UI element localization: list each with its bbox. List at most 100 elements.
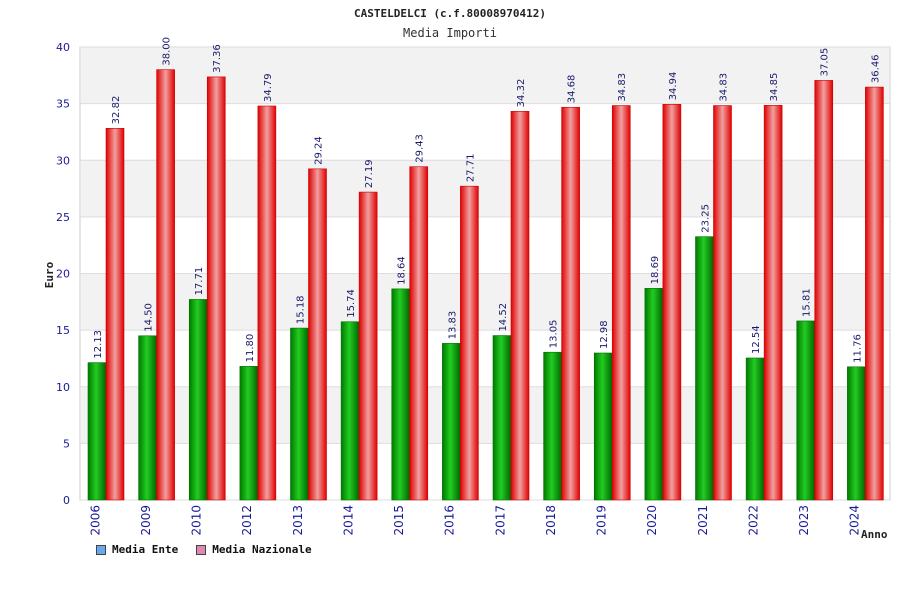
bar [409, 166, 429, 501]
data-label: 18.69 [650, 256, 661, 285]
bar [865, 86, 884, 501]
bar [257, 105, 277, 501]
bar [308, 168, 327, 501]
data-label: 34.32 [516, 79, 527, 108]
data-label: 11.76 [852, 334, 863, 363]
x-tick-label: 2006 [88, 505, 102, 536]
bar [156, 69, 175, 501]
bar [713, 105, 732, 501]
data-label: 11.80 [245, 334, 256, 363]
bar [561, 106, 580, 501]
legend-label-media-nazionale: Media Nazionale [212, 543, 312, 556]
x-tick-label: 2022 [746, 505, 760, 536]
legend-swatch-media-ente [96, 544, 106, 555]
data-label: 27.71 [465, 154, 476, 183]
y-tick-label: 10 [56, 381, 70, 394]
bar [442, 343, 461, 501]
x-tick-label: 2010 [190, 505, 204, 536]
bar [206, 76, 226, 501]
bar [847, 366, 866, 501]
data-label: 27.19 [364, 159, 375, 188]
data-label: 18.64 [397, 256, 408, 285]
x-tick-label: 2013 [291, 505, 305, 536]
y-tick-label: 35 [56, 98, 70, 111]
data-label: 29.43 [415, 134, 426, 163]
x-tick-label: 2021 [696, 505, 710, 536]
bar [492, 335, 512, 501]
x-tick-label: 2009 [139, 505, 153, 536]
legend-swatch-media-nazionale [196, 544, 207, 555]
x-tick-label: 2016 [443, 505, 457, 536]
bar [644, 288, 664, 501]
data-label: 13.05 [549, 320, 560, 349]
x-tick-label: 2020 [645, 505, 659, 536]
data-label: 23.25 [701, 204, 712, 233]
y-tick-label: 20 [56, 268, 70, 281]
data-label: 38.00 [162, 37, 173, 66]
y-axis-ticks: 0 5 10 15 20 25 30 35 40 [56, 41, 70, 507]
x-tick-label: 2023 [797, 505, 811, 536]
x-tick-label: 2014 [341, 505, 355, 536]
bar [796, 320, 816, 501]
y-axis-label: Euro [43, 261, 56, 288]
chart-title: CASTELDELCI (c.f.80008970412) [354, 7, 546, 20]
x-axis-label: Anno [861, 528, 888, 541]
data-label: 37.36 [212, 44, 223, 73]
bar [188, 299, 208, 501]
data-label: 34.94 [668, 72, 679, 101]
bar [814, 80, 834, 501]
y-tick-label: 30 [56, 154, 70, 167]
bar [340, 321, 360, 501]
bar [290, 327, 309, 501]
data-label: 12.13 [93, 330, 104, 359]
data-label: 13.83 [447, 311, 458, 340]
grid-band [81, 47, 889, 104]
data-label: 15.74 [346, 289, 357, 318]
bar [763, 105, 783, 501]
y-tick-label: 25 [56, 211, 70, 224]
y-tick-label: 15 [56, 324, 70, 337]
legend-item-media-ente: Media Ente [96, 543, 178, 556]
bar [510, 111, 530, 501]
legend-item-media-nazionale: Media Nazionale [196, 543, 312, 556]
data-label: 14.50 [144, 303, 155, 332]
y-tick-label: 0 [63, 494, 70, 507]
x-axis-ticks: 2006 2009 2010 2012 2013 2014 2015 2016 2017 2018… [88, 505, 861, 536]
bar [239, 366, 259, 501]
bar [460, 185, 479, 501]
data-label: 29.24 [314, 136, 325, 165]
chart-subtitle: Media Importi [403, 26, 497, 40]
data-label: 34.83 [719, 73, 730, 102]
data-label: 14.52 [498, 303, 509, 332]
data-label: 15.18 [296, 295, 307, 324]
bar [543, 351, 562, 501]
bar [662, 104, 682, 501]
x-tick-label: 2012 [240, 505, 254, 536]
data-label: 34.79 [263, 73, 274, 102]
bar [611, 105, 631, 501]
data-label: 15.81 [802, 288, 813, 317]
bar [105, 128, 125, 501]
x-tick-label: 2017 [493, 505, 507, 536]
x-tick-label: 2018 [544, 505, 558, 536]
data-label: 37.05 [820, 48, 831, 77]
y-tick-label: 5 [63, 437, 70, 450]
data-label: 34.83 [617, 73, 628, 102]
x-tick-label: 2015 [392, 505, 406, 536]
data-label: 32.82 [111, 96, 122, 125]
bar [695, 236, 714, 501]
legend-label-media-ente: Media Ente [112, 543, 179, 556]
x-tick-label: 2019 [595, 505, 609, 536]
x-tick-label: 2024 [848, 505, 862, 536]
y-tick-label: 40 [56, 41, 70, 54]
bar [138, 335, 157, 501]
data-labels: 12.13 32.82 14.50 38.00 17.71 37.36 11.80 34.79… [93, 37, 881, 363]
data-label: 34.85 [769, 73, 780, 102]
data-label: 12.98 [599, 320, 610, 349]
data-label: 36.46 [870, 54, 881, 83]
bar [593, 352, 613, 501]
data-label: 17.71 [194, 267, 205, 296]
data-label: 34.68 [567, 75, 578, 104]
bar [745, 357, 765, 501]
